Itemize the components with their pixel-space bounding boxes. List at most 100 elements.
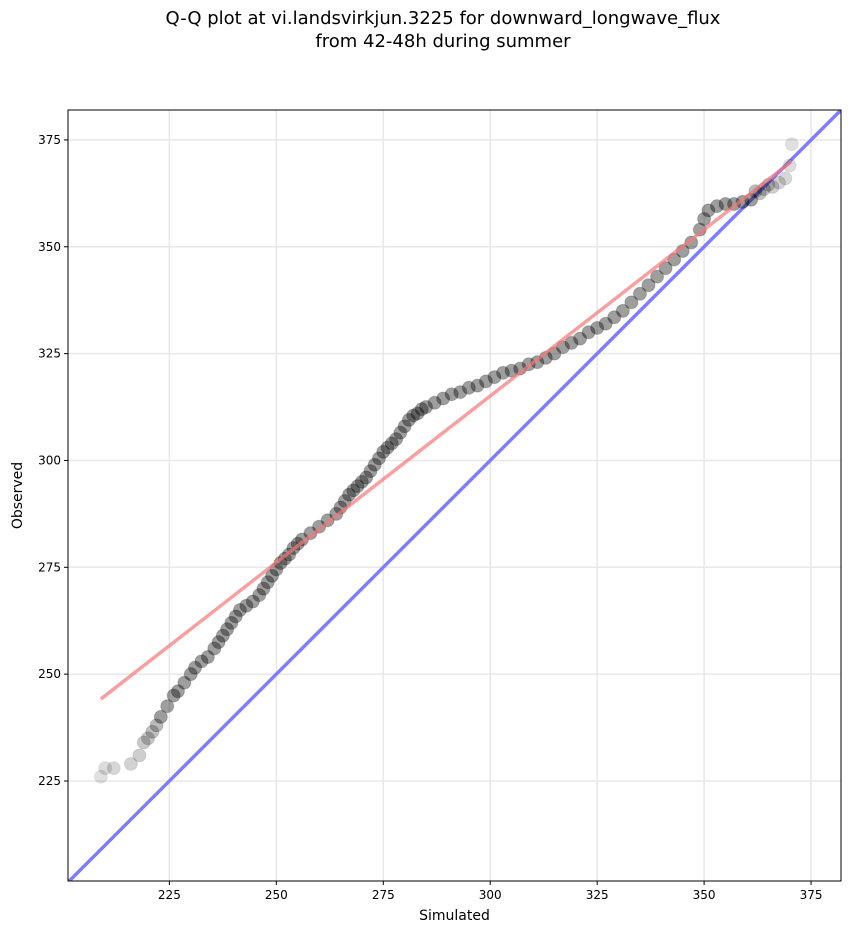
data-point <box>782 158 797 173</box>
data-point <box>252 588 267 603</box>
x-tick-label: 325 <box>586 888 609 902</box>
data-point <box>701 203 716 218</box>
chart-title: Q-Q plot at vi.landsvirkjun.3225 for dow… <box>0 7 851 53</box>
data-point <box>389 432 404 447</box>
data-point <box>401 412 416 427</box>
data-point <box>371 451 386 466</box>
data-point <box>632 286 647 301</box>
data-point <box>239 598 254 613</box>
data-point <box>153 709 168 724</box>
data-point <box>363 464 378 479</box>
data-point <box>136 735 151 750</box>
data-point <box>427 395 442 410</box>
data-point <box>188 660 203 675</box>
data-point <box>183 667 198 682</box>
data-point <box>207 641 222 656</box>
data-point <box>245 594 260 609</box>
data-point <box>624 295 639 310</box>
data-point <box>478 374 493 389</box>
y-axis-label: Observed <box>10 462 26 529</box>
data-point <box>718 197 733 212</box>
y-tick-label: 250 <box>38 667 61 681</box>
data-point <box>709 199 724 214</box>
data-point <box>436 391 451 406</box>
data-point <box>350 479 365 494</box>
y-tick-label: 300 <box>38 453 61 467</box>
data-point <box>590 320 605 335</box>
data-point <box>414 402 429 417</box>
grid-lines <box>68 110 841 881</box>
data-point <box>650 269 665 284</box>
x-tick-label: 350 <box>693 888 716 902</box>
data-point <box>461 380 476 395</box>
data-point <box>215 628 230 643</box>
data-point <box>573 331 588 346</box>
data-point <box>778 171 793 186</box>
data-point <box>419 400 434 415</box>
data-point <box>765 179 780 194</box>
data-point <box>564 335 579 350</box>
data-point <box>145 724 160 739</box>
y-tick-label: 325 <box>38 347 61 361</box>
data-point <box>224 615 239 630</box>
chart-title-line-2: from 42-48h during summer <box>315 31 571 52</box>
data-point <box>380 440 395 455</box>
data-point <box>260 575 275 590</box>
data-point <box>342 487 357 502</box>
y-tick-label: 350 <box>38 240 61 254</box>
data-point <box>93 769 108 784</box>
data-point <box>346 483 361 498</box>
data-point <box>384 436 399 451</box>
data-point <box>367 457 382 472</box>
data-point <box>106 761 121 776</box>
data-point <box>359 470 374 485</box>
data-point <box>98 761 113 776</box>
chart-title-line-1: Q-Q plot at vi.landsvirkjun.3225 for dow… <box>165 8 721 29</box>
data-point <box>393 425 408 440</box>
x-tick-label: 225 <box>158 888 181 902</box>
data-point <box>200 650 215 665</box>
y-tick-label: 275 <box>38 560 61 574</box>
identity-line <box>68 110 841 881</box>
data-point <box>160 699 175 714</box>
data-point <box>487 370 502 385</box>
plot-area <box>68 110 841 881</box>
data-point <box>232 603 247 618</box>
data-point <box>598 316 613 331</box>
data-point <box>149 718 164 733</box>
data-point <box>771 175 786 190</box>
data-point <box>140 731 155 746</box>
data-point <box>123 756 138 771</box>
data-point <box>132 748 147 763</box>
data-point <box>496 365 511 380</box>
data-point <box>376 444 391 459</box>
data-point <box>256 581 271 596</box>
data-point <box>607 310 622 325</box>
y-tick-label: 375 <box>38 133 61 147</box>
x-tick-label: 275 <box>372 888 395 902</box>
data-point <box>470 378 485 393</box>
data-point <box>641 278 656 293</box>
data-point <box>697 211 712 226</box>
data-point <box>228 609 243 624</box>
data-point <box>444 387 459 402</box>
data-point <box>453 385 468 400</box>
x-tick-label: 250 <box>265 888 288 902</box>
data-point <box>170 684 185 699</box>
data-point <box>166 688 181 703</box>
data-point <box>211 635 226 650</box>
x-tick-label: 375 <box>800 888 823 902</box>
data-point <box>177 675 192 690</box>
data-point <box>615 303 630 318</box>
data-point <box>194 654 209 669</box>
plot-frame <box>67 109 842 882</box>
data-point <box>354 474 369 489</box>
data-point <box>581 325 596 340</box>
data-point <box>410 406 425 421</box>
data-point <box>406 408 421 423</box>
fit-line <box>99 159 793 701</box>
y-tick-label: 225 <box>38 774 61 788</box>
x-tick-label: 300 <box>479 888 502 902</box>
data-point <box>784 137 799 152</box>
